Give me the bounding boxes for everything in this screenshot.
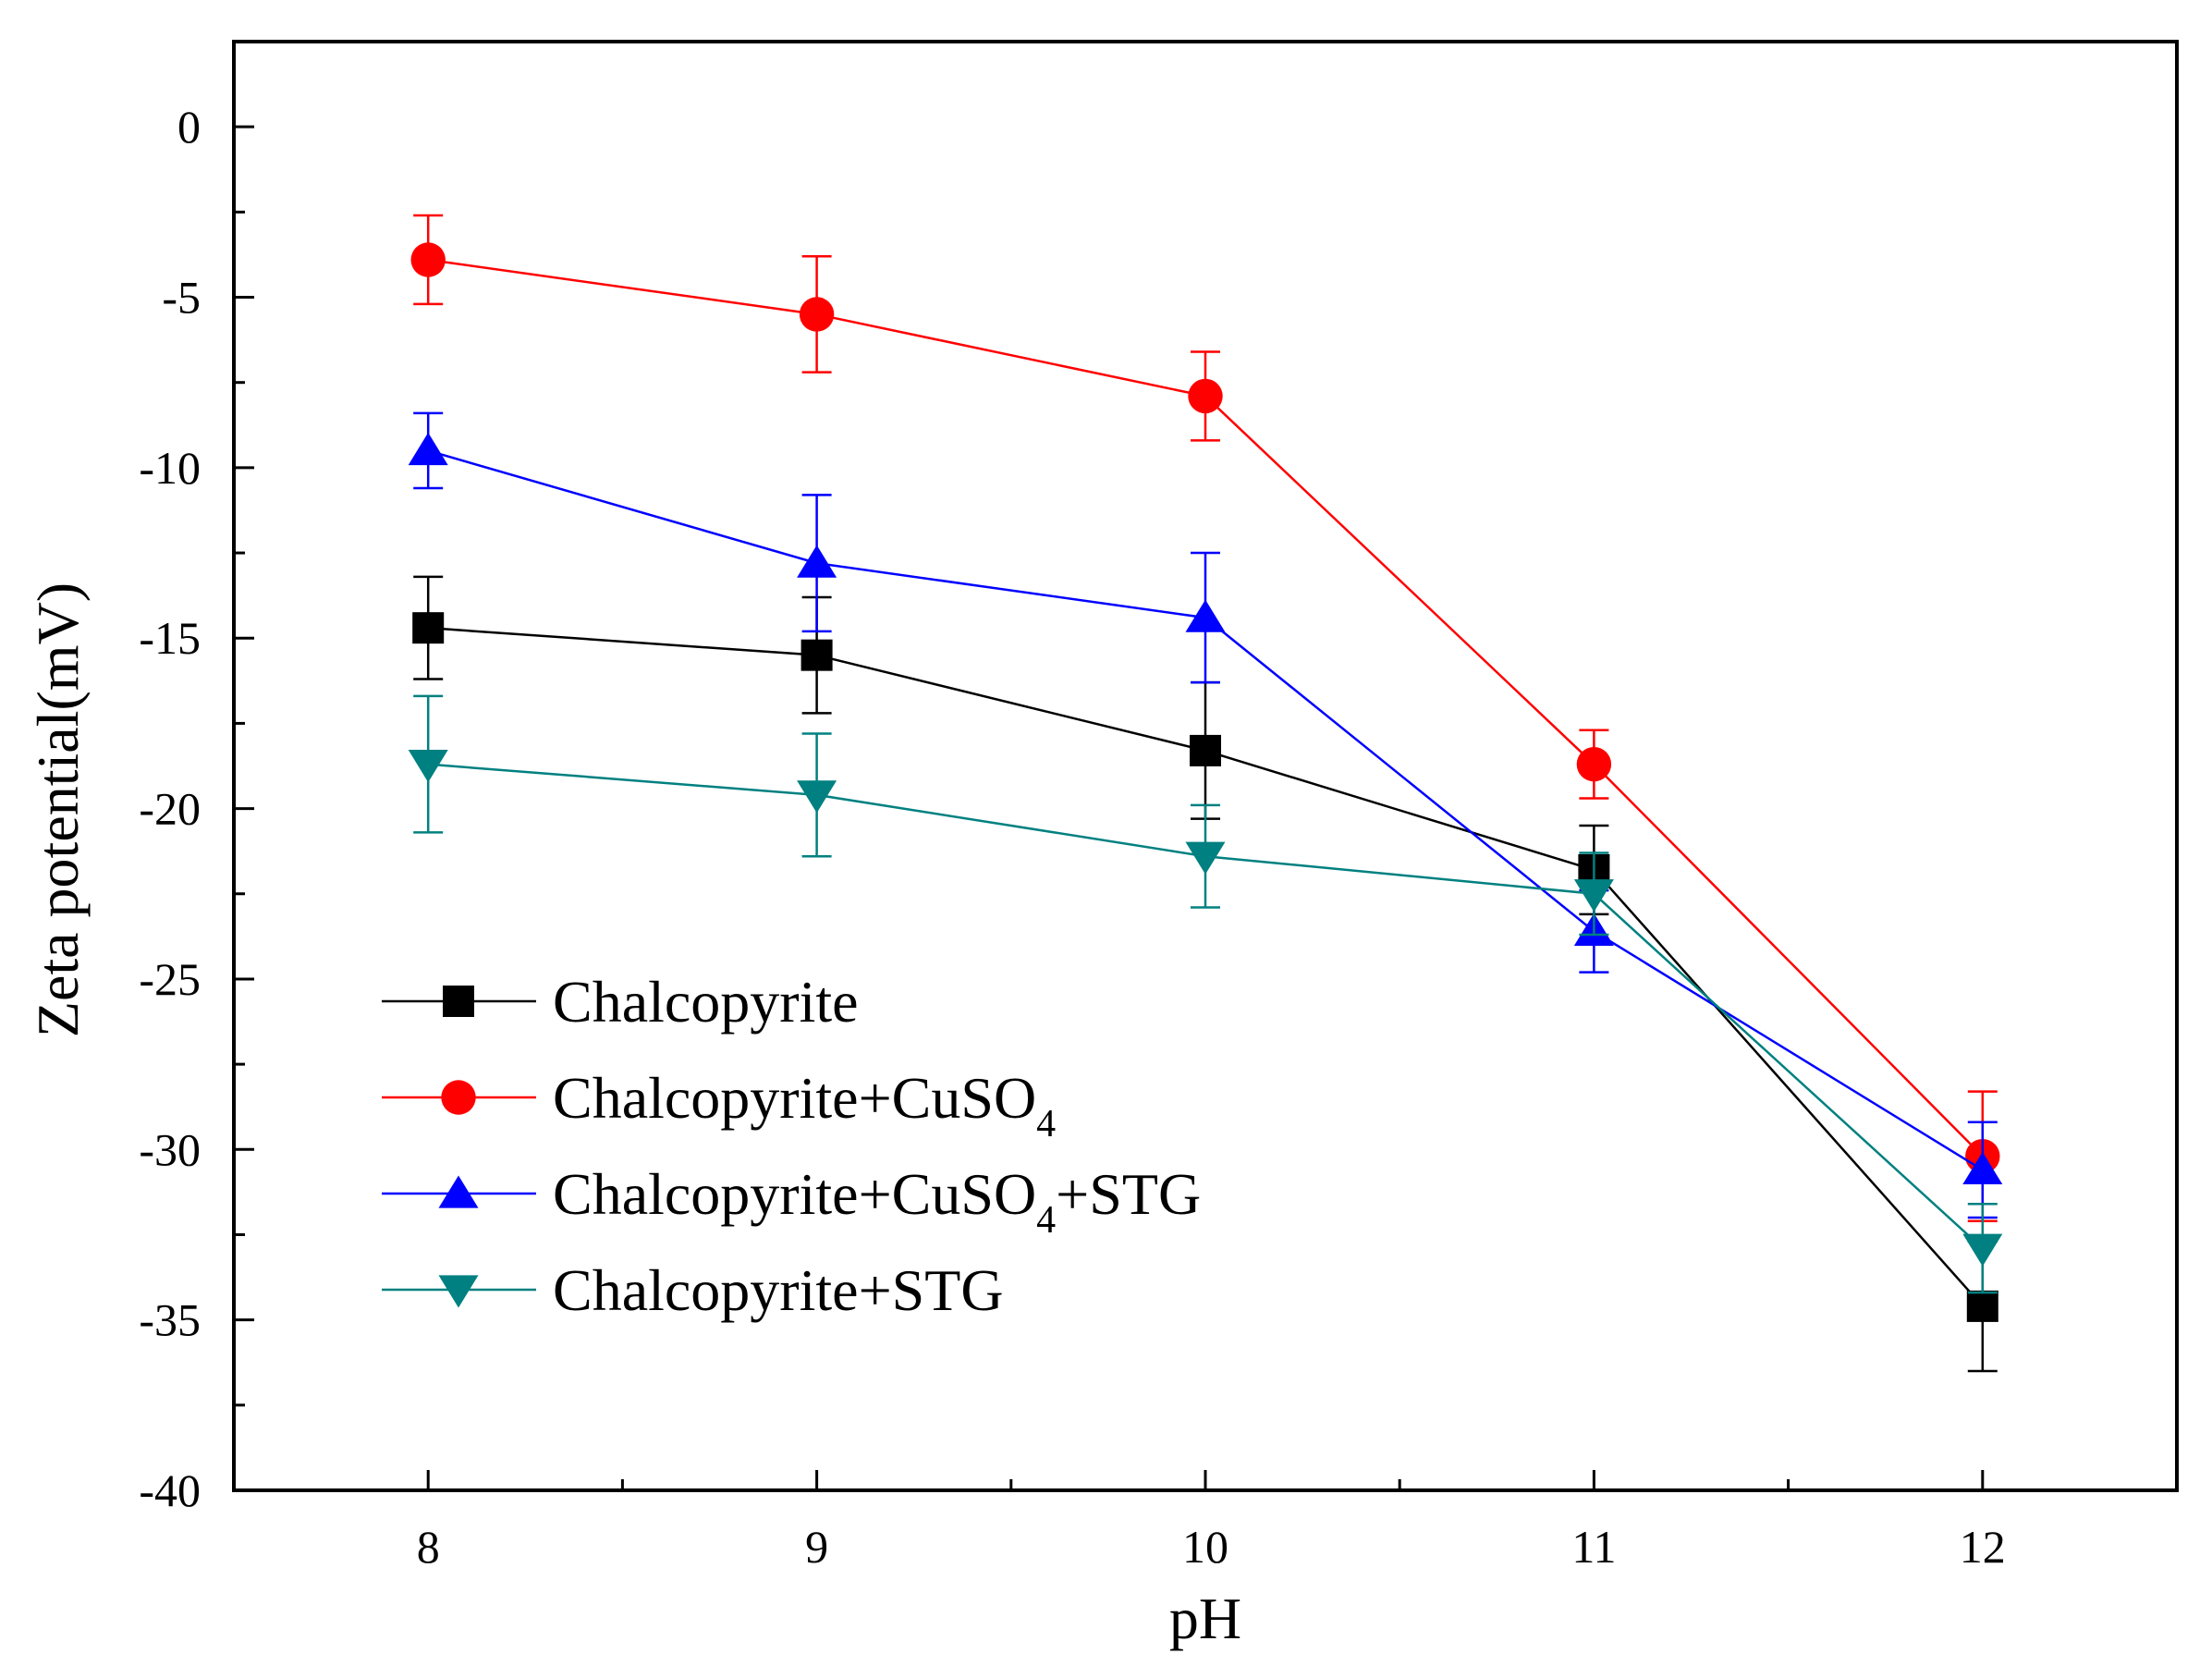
data-point xyxy=(1188,378,1223,414)
legend-label-subscript: 4 xyxy=(1036,1103,1056,1145)
series-layer xyxy=(408,214,2003,1373)
x-tick-label: 10 xyxy=(1182,1521,1228,1573)
data-point xyxy=(1966,1290,1998,1322)
data-point xyxy=(1185,599,1226,632)
legend-label-part: +STG xyxy=(1056,1161,1201,1227)
y-tick-label: -40 xyxy=(139,1464,201,1516)
data-point xyxy=(1185,841,1226,875)
legend-item: Chalcopyrite+CuSO4+STG xyxy=(382,1161,1201,1242)
y-tick-label: -25 xyxy=(139,953,201,1005)
data-point xyxy=(1573,879,1614,912)
data-point xyxy=(799,297,835,332)
axes-layer: 8 9 10 11 12 0 -5 -10 -15 -20 -25 -30 -35 -40 xyxy=(139,101,2005,1573)
y-tick-label: -35 xyxy=(139,1294,201,1346)
legend-label-part: Chalcopyrite+CuSO xyxy=(553,1161,1036,1227)
y-tick-label: -30 xyxy=(139,1123,201,1175)
legend-item: Chalcopyrite xyxy=(382,969,859,1035)
data-point xyxy=(797,545,837,578)
data-point xyxy=(1962,1151,2003,1185)
data-point xyxy=(797,780,837,814)
data-point xyxy=(1962,1233,2003,1267)
legend-marker xyxy=(441,1080,476,1115)
y-tick-label: -15 xyxy=(139,612,201,664)
y-tick-label: -5 xyxy=(162,272,201,324)
legend-label: Chalcopyrite+CuSO4 xyxy=(553,1065,1056,1145)
data-point xyxy=(412,612,445,644)
y-tick-label: -20 xyxy=(139,783,201,835)
y-axis-title: Zeta potential(mV) xyxy=(25,582,91,1037)
x-tick-label: 11 xyxy=(1571,1521,1616,1573)
series-group xyxy=(408,694,2003,1294)
data-point xyxy=(408,432,448,466)
legend-label-part: Chalcopyrite+STG xyxy=(553,1257,1004,1323)
y-tick-label: 0 xyxy=(177,101,201,153)
legend-label-part: Chalcopyrite xyxy=(553,969,859,1035)
data-point xyxy=(1190,734,1221,766)
y-tick-label: -10 xyxy=(139,442,201,494)
x-tick-label: 12 xyxy=(1960,1521,2006,1573)
data-point xyxy=(800,639,833,671)
legend-label: Chalcopyrite xyxy=(553,969,859,1035)
legend-label-subscript: 4 xyxy=(1036,1199,1056,1242)
legend-label: Chalcopyrite+CuSO4+STG xyxy=(553,1161,1201,1242)
legend-marker xyxy=(438,1275,479,1308)
x-tick-label: 9 xyxy=(805,1521,828,1573)
data-point xyxy=(1576,746,1612,782)
legend-marker xyxy=(438,1175,479,1208)
x-axis-title: pH xyxy=(1169,1586,1241,1651)
legend-label-part: Chalcopyrite+CuSO xyxy=(553,1065,1036,1131)
data-point xyxy=(408,750,448,783)
legend-item: Chalcopyrite+STG xyxy=(382,1257,1004,1323)
legend-label: Chalcopyrite+STG xyxy=(553,1257,1004,1323)
x-tick-label: 8 xyxy=(417,1521,440,1573)
legend-item: Chalcopyrite+CuSO4 xyxy=(382,1065,1056,1145)
legend-marker xyxy=(443,986,474,1017)
data-point xyxy=(410,242,446,277)
legend: ChalcopyriteChalcopyrite+CuSO4Chalcopyri… xyxy=(382,969,1201,1323)
